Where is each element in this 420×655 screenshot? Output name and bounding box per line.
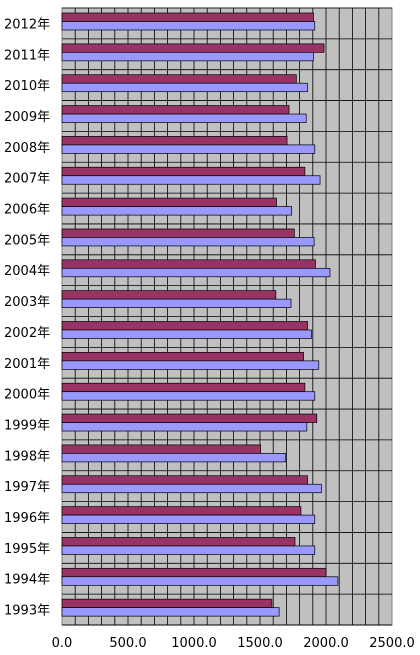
x-tick-label: 500.0 xyxy=(109,636,146,651)
bar-2006年-series-2 xyxy=(61,206,293,216)
bar-2001年-series-2 xyxy=(61,360,320,370)
bar-2011年-series-1 xyxy=(61,43,325,53)
category-label: 1997年 xyxy=(4,480,50,495)
category-label: 1995年 xyxy=(4,542,50,557)
category-label: 2005年 xyxy=(4,233,50,248)
bar-2008年-series-2 xyxy=(61,144,316,154)
bar-2009年-series-1 xyxy=(61,105,290,115)
bar-2005年-series-1 xyxy=(61,228,295,238)
bar-2010年-series-2 xyxy=(61,82,308,93)
category-label: 2012年 xyxy=(4,17,50,32)
bar-1998年-series-1 xyxy=(61,444,262,454)
category-label: 2003年 xyxy=(4,295,50,310)
bar-1995年-series-2 xyxy=(61,545,316,555)
category-label: 1994年 xyxy=(4,573,50,588)
x-tick-label: 1000.0 xyxy=(171,636,217,651)
bar-2003年-series-1 xyxy=(61,290,277,300)
bar-2002年-series-2 xyxy=(61,329,312,339)
category-label: 2011年 xyxy=(4,48,50,63)
bar-2011年-series-2 xyxy=(61,51,314,62)
bar-2007年-series-1 xyxy=(61,166,306,177)
bar-1997年-series-1 xyxy=(61,475,308,485)
category-label: 2009年 xyxy=(4,110,50,125)
bar-1999年-series-2 xyxy=(61,422,308,432)
bar-2004年-series-2 xyxy=(61,267,331,278)
category-label: 2007年 xyxy=(4,172,50,187)
x-tick-label: 0.0 xyxy=(52,636,73,651)
bar-2000年-series-1 xyxy=(61,382,306,393)
bar-2012年-series-2 xyxy=(61,21,316,31)
category-label: 1998年 xyxy=(4,449,50,464)
bar-2000年-series-2 xyxy=(61,391,316,401)
bar-2008年-series-1 xyxy=(61,136,288,146)
bar-2001年-series-1 xyxy=(61,352,304,362)
bar-2010年-series-1 xyxy=(61,74,297,84)
category-label: 2006年 xyxy=(4,203,50,218)
bar-2006年-series-1 xyxy=(61,197,277,207)
category-label: 1999年 xyxy=(4,418,50,433)
bar-1994年-series-2 xyxy=(61,576,339,586)
x-tick-label: 1500.0 xyxy=(237,636,283,651)
category-label: 1996年 xyxy=(4,511,50,526)
bar-1999年-series-1 xyxy=(61,413,318,423)
bar-2007年-series-2 xyxy=(61,175,321,185)
bar-2005年-series-2 xyxy=(61,237,315,247)
bar-1993年-series-2 xyxy=(61,607,280,617)
bar-1994年-series-1 xyxy=(61,567,327,578)
x-tick-label: 2000.0 xyxy=(303,636,349,651)
bar-1993年-series-1 xyxy=(61,598,273,609)
category-label: 2010年 xyxy=(4,79,50,94)
bar-1995年-series-1 xyxy=(61,537,296,547)
category-label: 2002年 xyxy=(4,326,50,341)
category-label: 2008年 xyxy=(4,141,50,156)
bar-2012年-series-1 xyxy=(61,12,314,22)
bar-2004年-series-1 xyxy=(61,259,316,269)
bar-1996年-series-1 xyxy=(61,506,302,516)
x-tick-label: 2500.0 xyxy=(369,636,415,651)
bar-2002年-series-1 xyxy=(61,321,308,331)
bar-1998年-series-2 xyxy=(61,453,287,463)
bar-1997年-series-2 xyxy=(61,483,322,494)
bar-2003年-series-2 xyxy=(61,298,292,308)
category-label: 2000年 xyxy=(4,388,50,403)
category-label: 2004年 xyxy=(4,264,50,279)
bar-1996年-series-2 xyxy=(61,514,316,524)
bar-2009年-series-2 xyxy=(61,113,307,123)
category-label: 1993年 xyxy=(4,604,50,619)
category-label: 2001年 xyxy=(4,357,50,372)
